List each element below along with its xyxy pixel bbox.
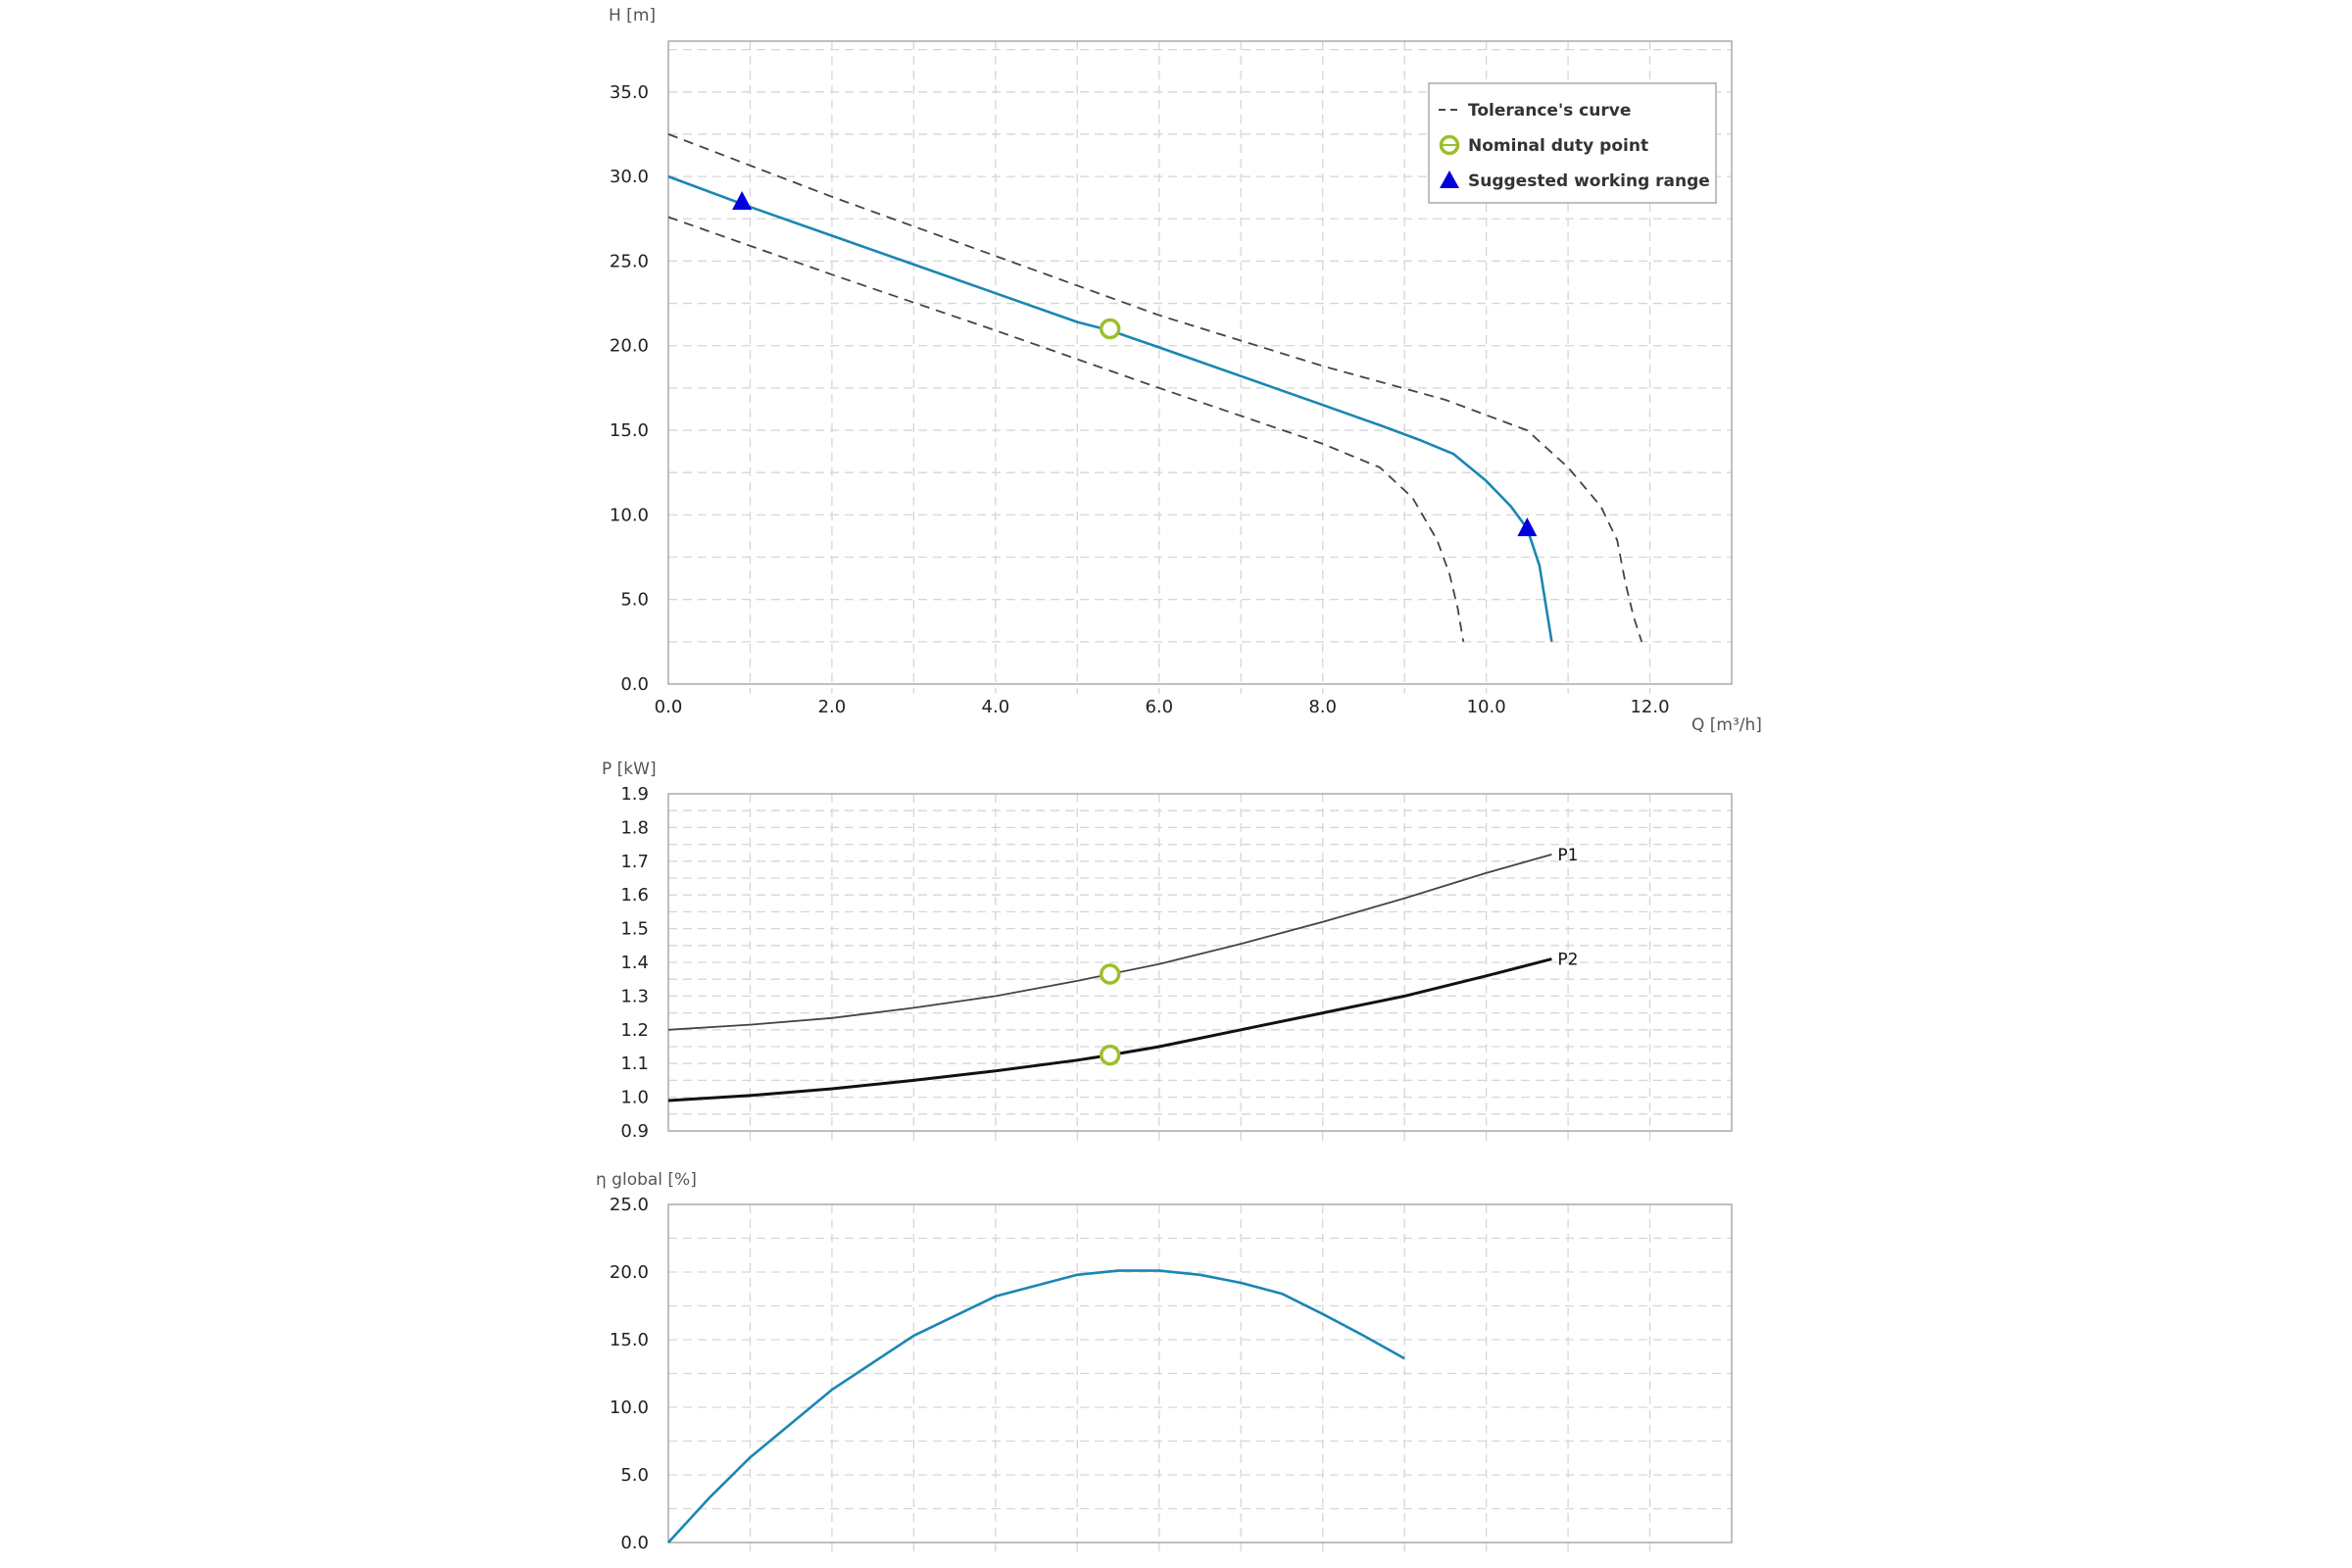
p1-line	[667, 854, 1552, 1031]
y-tick-label: 20.0	[610, 1262, 649, 1283]
efficiency-curve-line	[667, 1269, 1405, 1544]
x-tick-label: 6.0	[1145, 697, 1173, 717]
head-y-ticks: 0.0 5.0 10.0 15.0 20.0 25.0 30.0 35.0	[610, 82, 649, 695]
power-y-axis-label: P [kW]	[602, 760, 657, 779]
p1-label: P1	[1557, 846, 1578, 865]
y-tick-label: 30.0	[610, 167, 649, 187]
y-tick-label: 1.2	[620, 1020, 649, 1041]
power-plot-frame	[667, 793, 1733, 1132]
y-tick-label: 0.9	[620, 1121, 649, 1142]
legend-box	[1428, 82, 1717, 204]
legend-tolerance-label: Tolerance's curve	[1468, 101, 1631, 121]
head-series	[667, 133, 1643, 643]
y-tick-label: 0.0	[620, 1533, 649, 1553]
tolerance-upper-line	[667, 133, 1643, 643]
efficiency-y-ticks: 0.0 5.0 10.0 15.0 20.0 25.0	[610, 1195, 649, 1553]
power-chart-panel: 0.9 1.0 1.1 1.2 1.3 1.4 1.5 1.6 1.7 1.8 1.9 P [kW]…	[602, 760, 1733, 1142]
tolerance-lower-line	[667, 216, 1465, 642]
y-tick-label: 25.0	[610, 251, 649, 271]
x-tick-label: 12.0	[1630, 697, 1669, 717]
legend-range-label: Suggested working range	[1468, 172, 1710, 191]
duty-point-marker	[1099, 318, 1121, 340]
working-range-marker	[1517, 517, 1538, 537]
y-tick-label: 1.0	[620, 1088, 649, 1108]
head-curve-line	[667, 174, 1553, 643]
p2-label: P2	[1557, 951, 1578, 970]
y-tick-label: 5.0	[620, 1465, 649, 1486]
legend-duty-label: Nominal duty point	[1468, 136, 1648, 156]
efficiency-series	[667, 1269, 1405, 1544]
y-tick-label: 0.0	[620, 674, 649, 695]
y-tick-label: 1.6	[620, 885, 649, 906]
power-series: P1 P2	[667, 846, 1578, 1102]
y-tick-label: 1.1	[620, 1054, 649, 1074]
efficiency-chart-panel: 0.0 5.0 10.0 15.0 20.0 25.0 η global [%]	[596, 1170, 1733, 1553]
x-tick-label: 2.0	[818, 697, 847, 717]
head-y-axis-label: H [m]	[609, 6, 656, 25]
x-tick-label: 4.0	[982, 697, 1010, 717]
flow-x-axis-label: Q [m³/h]	[1691, 715, 1762, 735]
efficiency-y-axis-label: η global [%]	[596, 1170, 697, 1190]
head-plot-frame	[667, 40, 1733, 685]
duty-point-marker	[1099, 963, 1121, 985]
power-grid	[668, 794, 1732, 1141]
y-tick-label: 10.0	[610, 505, 649, 525]
duty-point-marker	[1099, 1044, 1121, 1066]
y-tick-label: 1.5	[620, 919, 649, 940]
efficiency-plot-frame	[667, 1203, 1733, 1544]
y-tick-label: 15.0	[610, 420, 649, 441]
efficiency-grid	[668, 1204, 1732, 1552]
y-tick-label: 1.4	[620, 953, 649, 973]
x-tick-label: 8.0	[1308, 697, 1337, 717]
power-y-ticks: 0.9 1.0 1.1 1.2 1.3 1.4 1.5 1.6 1.7 1.8 1.9	[620, 784, 649, 1142]
y-tick-label: 35.0	[610, 82, 649, 103]
working-range-marker	[732, 191, 753, 210]
y-tick-label: 1.9	[620, 784, 649, 805]
x-tick-label: 0.0	[655, 697, 683, 717]
working-range-legend-swatch	[1440, 171, 1459, 188]
x-tick-label: 10.0	[1467, 697, 1506, 717]
head-chart-panel: 0.0 5.0 10.0 15.0 20.0 25.0 30.0 35.0 0.0 2.0 4.0…	[609, 6, 1762, 735]
head-x-ticks: 0.0 2.0 4.0 6.0 8.0 10.0 12.0	[655, 697, 1670, 717]
duty-point-legend-swatch	[1439, 134, 1460, 156]
y-tick-label: 10.0	[610, 1397, 649, 1418]
y-tick-label: 25.0	[610, 1195, 649, 1215]
y-tick-label: 5.0	[620, 590, 649, 611]
y-tick-label: 20.0	[610, 336, 649, 357]
y-tick-label: 15.0	[610, 1330, 649, 1350]
legend: Tolerance's curve Nominal duty point Sug…	[1428, 82, 1717, 204]
y-tick-label: 1.3	[620, 986, 649, 1006]
y-tick-label: 1.8	[620, 817, 649, 838]
y-tick-label: 1.7	[620, 852, 649, 872]
